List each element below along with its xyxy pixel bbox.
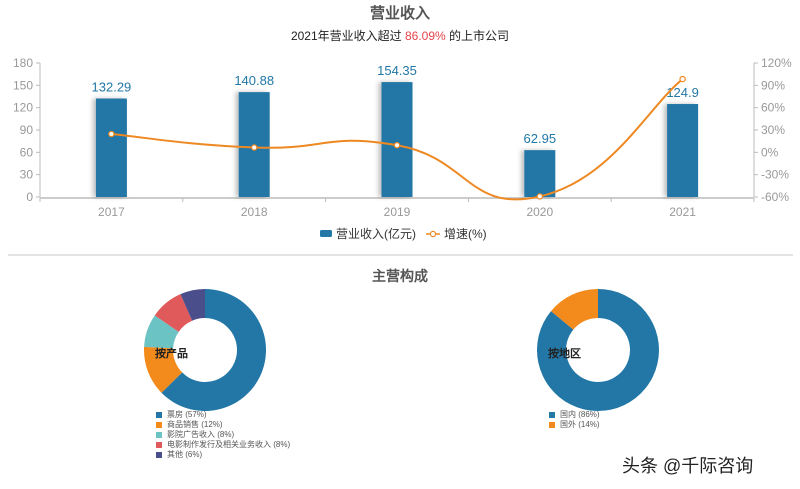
- pie-slice[interactable]: [537, 289, 660, 411]
- chart-axes: 0 30 60 90 120 150 180 -60% -30% 0% 30% 60% 90% 120% 2…: [13, 56, 792, 219]
- left-axis-tick: 90: [20, 123, 34, 137]
- right-axis-tick: 120%: [761, 56, 792, 70]
- subtitle-highlight: 86.09%: [404, 29, 446, 43]
- growth-point[interactable]: [250, 144, 258, 151]
- pie-legend-item[interactable]: 国内 (86%): [549, 410, 600, 420]
- revenue-bar[interactable]: [524, 150, 556, 197]
- pie-slice[interactable]: [144, 315, 179, 349]
- x-axis-label: 2018: [241, 205, 268, 219]
- left-axis-tick: 60: [20, 145, 34, 159]
- product-pie-legend: 票房 (57%) 商品销售 (12%) 影院广告收入 (8%) 电影制作发行及相关业务…: [156, 410, 290, 460]
- region-pie-label: 按地区: [548, 348, 581, 360]
- product-pie[interactable]: [144, 289, 266, 411]
- chart-subtitle: 2021年营业收入超过 86.09% 的上市公司: [0, 27, 800, 44]
- bar-value-label: 124.9: [666, 85, 699, 100]
- pie-slice[interactable]: [161, 289, 266, 411]
- legend-swatch: [156, 441, 162, 448]
- pie-slice[interactable]: [550, 289, 598, 330]
- right-axis-tick: 0%: [761, 145, 779, 159]
- bar-value-label: 62.95: [524, 131, 557, 146]
- pie-slice[interactable]: [180, 289, 205, 321]
- pie-legend-item[interactable]: 影院广告收入 (8%): [156, 430, 290, 440]
- product-pie-label: 按产品: [155, 348, 188, 360]
- revenue-chart: 0 30 60 90 120 150 180 -60% -30% 0% 30% 60% 90% 120% 2…: [13, 56, 792, 241]
- legend-swatch: [549, 411, 555, 418]
- revenue-bar[interactable]: [667, 104, 699, 197]
- growth-point[interactable]: [679, 75, 686, 83]
- region-pie-legend: 国内 (86%) 国外 (14%): [549, 410, 600, 430]
- bar-value-label: 132.29: [92, 80, 132, 95]
- pie-legend-item[interactable]: 电影制作发行及相关业务收入 (8%): [156, 440, 290, 450]
- left-axis-tick: 180: [13, 56, 33, 70]
- bar-value-label: 154.35: [377, 63, 417, 78]
- chart-legend[interactable]: 营业收入(亿元) 增速(%): [320, 226, 487, 241]
- pie-slice[interactable]: [154, 294, 193, 332]
- legend-swatch: [156, 421, 162, 428]
- legend-swatch: [549, 421, 555, 428]
- revenue-bar[interactable]: [381, 82, 413, 197]
- legend-revenue[interactable]: 营业收入(亿元): [336, 226, 416, 241]
- section-title: 主营构成: [372, 268, 428, 284]
- legend-swatch: [156, 431, 162, 438]
- left-axis-tick: 150: [13, 78, 33, 92]
- legend-bar-swatch: [320, 230, 332, 237]
- left-axis-tick: 30: [20, 168, 34, 182]
- bar-value-label: 140.88: [234, 73, 274, 88]
- x-axis-label: 2021: [669, 205, 696, 219]
- growth-point[interactable]: [108, 130, 115, 138]
- legend-label: 商品销售 (12%): [167, 420, 223, 429]
- pie-legend-item[interactable]: 其他 (6%): [156, 450, 290, 460]
- pie-slice[interactable]: [144, 346, 183, 393]
- subtitle-suffix: 的上市公司: [449, 29, 510, 43]
- x-axis-label: 2019: [384, 205, 411, 219]
- legend-label: 国内 (86%): [560, 410, 600, 419]
- legend-growth[interactable]: 增速(%): [444, 227, 487, 241]
- watermark: 头条 @千际咨询: [622, 456, 754, 476]
- right-axis-tick: 30%: [761, 123, 785, 137]
- right-axis-tick: 60%: [761, 101, 785, 115]
- right-axis-tick: -60%: [761, 190, 789, 204]
- left-axis-tick: 0: [26, 190, 33, 204]
- pie-charts: [144, 289, 660, 411]
- revenue-bar[interactable]: [95, 98, 127, 197]
- revenue-bars: 132.29 140.88 154.35 62.95 124.9: [92, 63, 699, 197]
- left-axis-tick: 120: [13, 101, 33, 115]
- legend-label: 电影制作发行及相关业务收入 (8%): [167, 440, 291, 449]
- legend-line-swatch: [429, 230, 437, 238]
- legend-swatch: [156, 411, 162, 418]
- legend-label: 影院广告收入 (8%): [167, 430, 235, 439]
- growth-point[interactable]: [536, 193, 544, 200]
- subtitle-prefix: 2021年营业收入超过: [290, 29, 402, 43]
- pie-legend-item[interactable]: 国外 (14%): [549, 420, 600, 430]
- growth-point[interactable]: [393, 142, 401, 149]
- right-axis-tick: 90%: [761, 78, 785, 92]
- pie-legend-item[interactable]: 票房 (57%): [156, 410, 290, 420]
- section-divider: [8, 254, 793, 256]
- x-axis-label: 2020: [526, 205, 553, 219]
- x-axis-label: 2017: [98, 205, 125, 219]
- legend-swatch: [156, 451, 162, 458]
- chart-title: 营业收入: [369, 5, 430, 22]
- right-axis-tick: -30%: [761, 168, 789, 182]
- pie-legend-item[interactable]: 商品销售 (12%): [156, 420, 290, 430]
- legend-label: 国外 (14%): [560, 420, 600, 429]
- legend-label: 票房 (57%): [167, 410, 207, 419]
- region-pie[interactable]: [537, 289, 660, 411]
- legend-label: 其他 (6%): [167, 450, 203, 459]
- growth-line: [108, 75, 686, 201]
